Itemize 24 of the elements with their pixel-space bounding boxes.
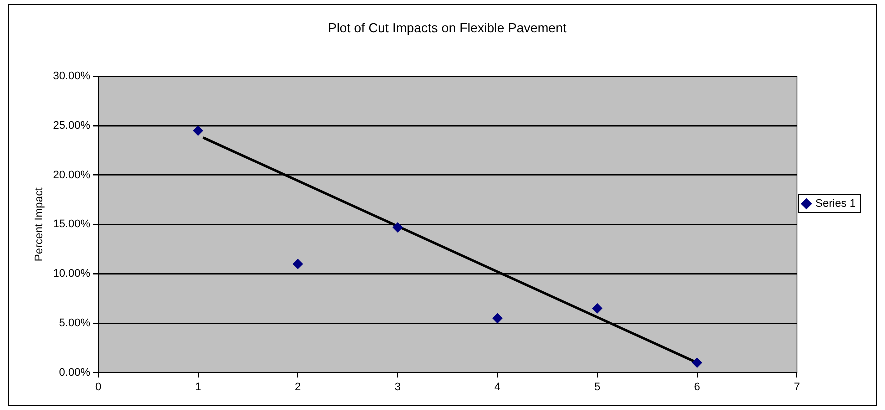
x-tick-label: 6 [694,381,700,394]
chart-title: Plot of Cut Impacts on Flexible Pavement [328,20,568,36]
y-tick-label: 25.00% [53,120,91,132]
y-tick-label: 0.00% [59,366,91,379]
point [293,259,304,270]
x-tick-label: 5 [594,381,601,394]
y-axis-title: Percent Impact [34,188,46,262]
y-tick-label: 20.00% [53,169,91,182]
legend-label: Series 1 [816,198,856,210]
point [492,313,503,324]
point [692,358,702,368]
y-tick-label: 15.00% [53,218,91,231]
x-tick-label: 7 [794,381,800,394]
x-tick-label: 0 [95,381,102,394]
x-tick-label: 1 [195,381,202,394]
y-tick-label: 10.00% [53,268,91,280]
point [392,222,403,233]
point [592,304,603,314]
point [193,126,204,136]
x-tick-label: 3 [394,381,401,394]
y-tick-label: 30.00% [53,70,91,83]
x-tick-label: 2 [295,381,302,394]
x-tick-label: 4 [494,381,501,394]
y-tick-label: 5.00% [59,317,91,330]
